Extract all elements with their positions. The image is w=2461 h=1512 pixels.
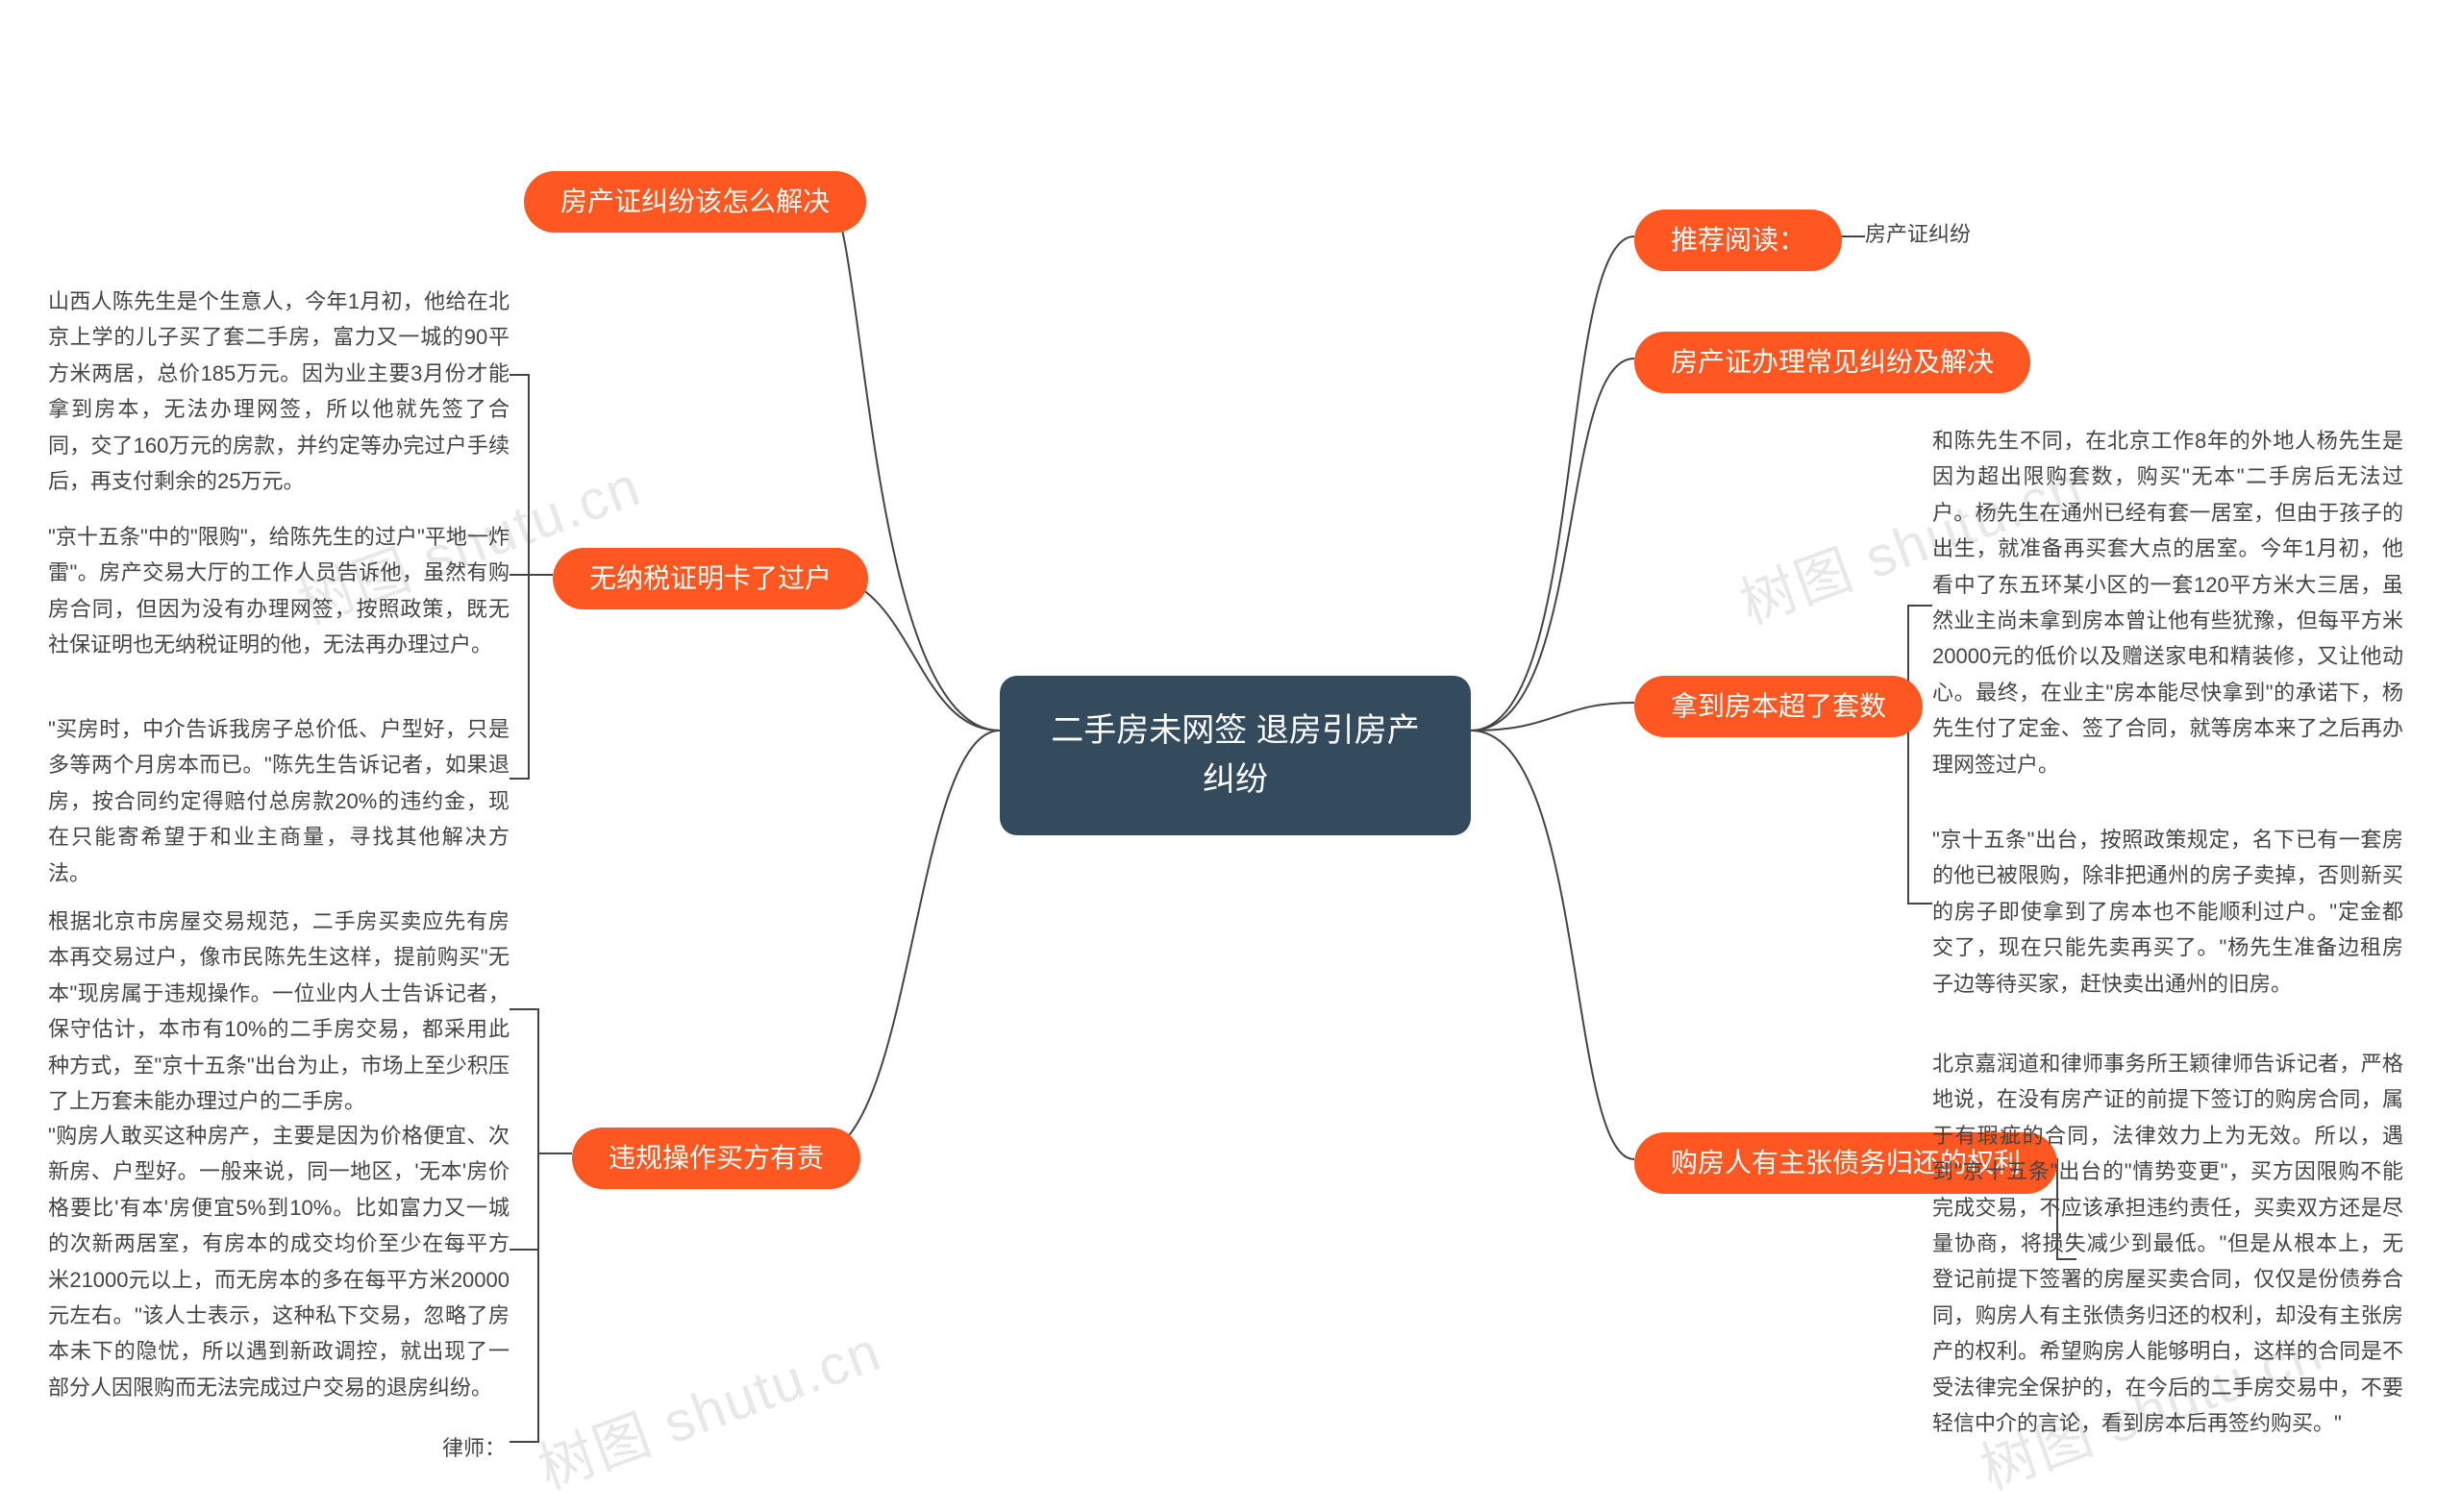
leaf-l3-0: 根据北京市房屋交易规范，二手房买卖应先有房本再交易过户，像市民陈先生这样，提前购… [48, 904, 510, 1119]
branch-l3: 违规操作买方有责 [572, 1128, 860, 1189]
leaf-l3-1: "购房人敢买这种房产，主要是因为价格便宜、次新房、户型好。一般来说，同一地区，'… [48, 1118, 510, 1405]
leaf-r3-1: "京十五条"出台，按照政策规定，名下已有一套房的他已被限购，除非把通州的房子卖掉… [1932, 822, 2403, 1002]
branch-l1: 房产证纠纷该怎么解决 [524, 171, 866, 233]
leaf-l2-1: "京十五条"中的"限购"，给陈先生的过户"平地一炸雷"。房产交易大厅的工作人员告… [48, 519, 510, 663]
watermark: 树图 shutu.cn [526, 1306, 891, 1505]
branch-r2-label: 房产证办理常见纠纷及解决 [1671, 347, 1994, 377]
root-label: 二手房未网签 退房引房产纠纷 [1051, 712, 1419, 798]
branch-l3-label: 违规操作买方有责 [609, 1143, 824, 1173]
branch-l2-label: 无纳税证明卡了过户 [589, 563, 832, 593]
leaf-l2-2: "买房时，中介告诉我房子总价低、户型好，只是多等两个月房本而已。"陈先生告诉记者… [48, 711, 510, 891]
root-node: 二手房未网签 退房引房产纠纷 [1000, 676, 1471, 835]
leaf-l3-2: 律师： [442, 1430, 558, 1466]
leaf-l2-0: 山西人陈先生是个生意人，今年1月初，他给在北京上学的儿子买了套二手房，富力又一城… [48, 284, 510, 499]
branch-r2: 房产证办理常见纠纷及解决 [1634, 332, 2030, 393]
branch-l1-label: 房产证纠纷该怎么解决 [560, 186, 830, 216]
leaf-r1-0: 房产证纠纷 [1865, 216, 2038, 252]
branch-r1-label: 推荐阅读： [1671, 225, 1805, 255]
branch-l2: 无纳税证明卡了过户 [553, 548, 868, 609]
branch-r3-label: 拿到房本超了套数 [1671, 691, 1886, 721]
leaf-r3-0: 和陈先生不同，在北京工作8年的外地人杨先生是因为超出限购套数，购买"无本"二手房… [1932, 423, 2403, 782]
branch-r3: 拿到房本超了套数 [1634, 676, 1923, 737]
leaf-r4-0: 北京嘉润道和律师事务所王颖律师告诉记者，严格地说，在没有房产证的前提下签订的购房… [1932, 1046, 2403, 1441]
branch-r1: 推荐阅读： [1634, 210, 1842, 271]
